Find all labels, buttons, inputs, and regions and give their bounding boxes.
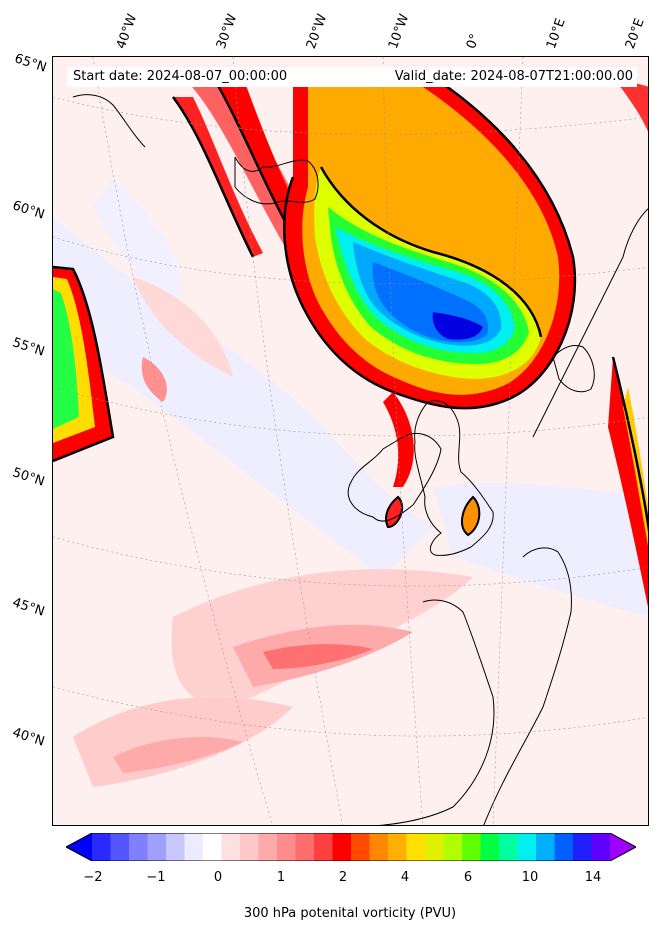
colorbar-segment [369,833,389,861]
colorbar-segment [92,833,112,861]
colorbar-tick-label: 4 [400,870,410,885]
colorbar-segment [203,833,223,861]
colorbar-segment [129,833,149,861]
colorbar-segment [221,833,241,861]
colorbar-segment [406,833,426,861]
colorbar [66,833,636,861]
start-date-label: Start date: 2024-08-07_00:00:00 [67,67,363,87]
colorbar-segment [462,833,482,861]
lat-label-50n: 50°N [10,465,47,490]
colorbar-segment [517,833,537,861]
colorbar-tick-label: 2 [338,870,348,885]
pv-map [53,57,648,825]
colorbar-tick-label: 0 [213,870,223,885]
colorbar-segment [425,833,445,861]
colorbar-extend-max [610,833,636,861]
colorbar-segment [258,833,278,861]
colorbar-segment [573,833,593,861]
colorbar-segment [480,833,500,861]
colorbar-segment [591,833,611,861]
colorbar-segment [240,833,260,861]
lat-label-65n: 65°N [12,51,49,76]
colorbar-tick-label: 1 [276,870,286,885]
colorbar-segment [536,833,556,861]
colorbar-segment [184,833,204,861]
lon-label-10w: 10°W [385,12,413,51]
colorbar-title: 300 hPa potenital vorticity (PVU) [243,906,457,921]
colorbar-segment [110,833,130,861]
colorbar-segment [351,833,371,861]
lon-label-20w: 20°W [303,12,331,51]
colorbar-segment [443,833,463,861]
lat-label-45n: 45°N [10,595,47,620]
colorbar-segment [332,833,352,861]
colorbar-segment [147,833,167,861]
colorbar-segment [295,833,315,861]
lat-label-40n: 40°N [10,725,47,750]
lat-label-55n: 55°N [10,335,47,360]
colorbar-segment [554,833,574,861]
colorbar-tick-label: −2 [83,870,103,885]
colorbar-tick-label: 6 [463,870,473,885]
lon-label-0: 0° [463,31,484,51]
lon-label-40w: 40°W [113,12,141,51]
colorbar-tick-label: 10 [521,870,539,885]
colorbar-extend-min [66,833,92,861]
lon-label-30w: 30°W [213,12,241,51]
colorbar-tick-label: 14 [584,870,602,885]
colorbar-segment [314,833,334,861]
colorbar-tick-label: −1 [146,870,166,885]
colorbar-segment [388,833,408,861]
colorbar-segment [166,833,186,861]
lon-label-10e: 10°E [543,16,569,51]
valid-date-label: Valid_date: 2024-08-07T21:00:00.00 [357,67,637,87]
lon-label-20e: 20°E [622,16,648,51]
map-panel: Start date: 2024-08-07_00:00:00 Valid_da… [52,56,649,826]
lat-label-60n: 60°N [10,198,47,223]
colorbar-segment [277,833,297,861]
colorbar-segment [499,833,519,861]
